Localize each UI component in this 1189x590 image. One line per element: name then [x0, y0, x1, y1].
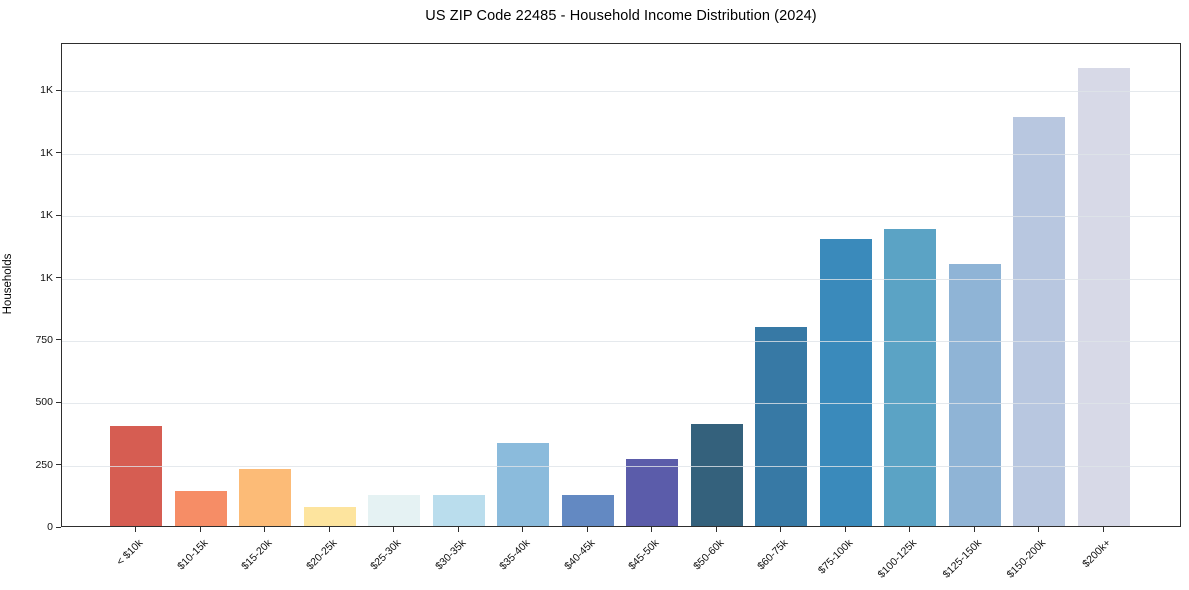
x-tick-mark [844, 527, 846, 532]
bar-$30-35k[interactable] [432, 495, 485, 526]
x-tick-label-$100-125k: $100-125k [875, 537, 920, 581]
bar-$60-75k[interactable] [755, 327, 807, 526]
y-tick-mark [56, 214, 61, 216]
y-tick-mark [56, 339, 61, 341]
bar-$50-60k[interactable] [690, 424, 743, 526]
x-tick-label-$200k+: $200k+ [1079, 537, 1113, 571]
x-tick-label-$50-60k: $50-60k [690, 537, 726, 573]
bar-$75-100k[interactable] [819, 239, 872, 526]
x-tick-mark [586, 527, 588, 532]
y-tick-mark [56, 89, 61, 91]
x-axis: < $10k $10-15k $15-20k $20-25k $25-30k $30-35… [61, 527, 1181, 590]
y-tick-mark [56, 526, 61, 528]
y-tick-label: 0 [47, 521, 53, 533]
y-tick-label: 1K [40, 209, 53, 222]
bar-< $10k[interactable] [110, 426, 162, 526]
x-tick-mark [651, 527, 652, 532]
y-tick-label: 1K [40, 271, 53, 284]
bar-$25-30k[interactable] [368, 495, 420, 526]
bar-$10-15k[interactable] [174, 491, 227, 526]
x-tick-label-$125-150k: $125-150k [940, 537, 984, 581]
x-tick-mark [135, 527, 136, 532]
y-tick-label: 750 [35, 333, 53, 346]
x-tick-mark [457, 527, 459, 532]
bar-$100-125k[interactable] [884, 229, 936, 526]
gridline-750 [62, 340, 1180, 342]
x-tick-mark [780, 527, 781, 532]
x-tick-mark [1038, 527, 1039, 532]
x-tick-label-$20-25k: $20-25k [303, 537, 339, 573]
bar-$150-200k[interactable] [1013, 117, 1065, 526]
y-axis: 0 250 500 750 1K 1K 1K 1K [0, 43, 61, 533]
x-tick-label-$45-50k: $45-50k [626, 537, 662, 573]
gridline-250 [62, 465, 1180, 467]
y-tick-mark [56, 152, 61, 154]
y-tick-label: 250 [35, 458, 53, 471]
x-tick-mark [264, 527, 265, 532]
bar-$125-150k[interactable] [948, 264, 1001, 526]
y-tick-label: 500 [35, 396, 53, 409]
chart-title: US ZIP Code 22485 - Household Income Dis… [425, 8, 817, 24]
x-tick-label-$30-35k: $30-35k [432, 537, 468, 573]
x-tick-mark [199, 527, 201, 532]
y-tick-mark [56, 401, 61, 403]
x-tick-label-$75-100k: $75-100k [815, 537, 855, 577]
x-tick-label-$25-30k: $25-30k [368, 537, 404, 573]
x-tick-label-$35-40k: $35-40k [497, 537, 533, 573]
gridline-1250 [62, 216, 1180, 218]
x-tick-label-< $10k: < $10k [114, 537, 146, 568]
bar-$20-25k[interactable] [303, 507, 356, 526]
plot-area [61, 43, 1181, 527]
y-tick-label: 1K [40, 146, 53, 159]
bar-$35-40k[interactable] [497, 443, 549, 526]
bar-$200k+[interactable] [1077, 68, 1130, 526]
bar-$45-50k[interactable] [626, 459, 678, 526]
bar-$40-45k[interactable] [561, 495, 614, 526]
y-tick-mark [56, 464, 61, 466]
x-tick-mark [973, 527, 975, 532]
x-tick-mark [909, 527, 910, 532]
gridline-1500 [62, 153, 1180, 155]
x-tick-mark [1102, 527, 1104, 532]
x-tick-label-$40-45k: $40-45k [561, 537, 597, 573]
x-tick-label-$150-200k: $150-200k [1004, 537, 1049, 581]
gridline-1000 [62, 278, 1180, 280]
y-tick-label: 1K [40, 84, 53, 97]
x-tick-label-$60-75k: $60-75k [755, 537, 791, 573]
y-tick-mark [56, 277, 61, 278]
gridline-1750 [62, 91, 1180, 93]
x-tick-mark [522, 527, 523, 532]
x-tick-mark [715, 527, 717, 532]
bar-$15-20k[interactable] [239, 469, 291, 526]
x-tick-label-$15-20k: $15-20k [239, 537, 275, 573]
x-tick-label-$10-15k: $10-15k [174, 537, 210, 573]
x-tick-mark [393, 527, 394, 532]
x-tick-mark [328, 527, 330, 532]
gridline-500 [62, 403, 1180, 405]
